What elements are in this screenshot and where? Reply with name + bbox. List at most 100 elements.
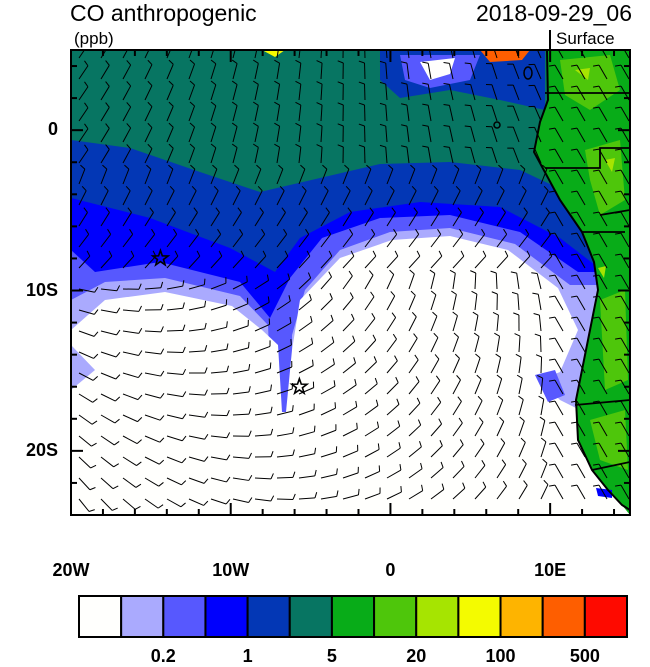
wind-barb xyxy=(254,362,272,374)
wind-barb xyxy=(422,145,432,164)
wind-barb xyxy=(254,473,274,480)
wind-barb xyxy=(538,395,545,416)
wind-barb xyxy=(210,432,231,439)
wind-barb xyxy=(320,185,329,206)
wind-barb xyxy=(210,277,227,290)
wind-barb xyxy=(408,419,422,437)
wind-barb xyxy=(430,332,439,353)
colorbar xyxy=(78,595,628,638)
wind-barb xyxy=(510,271,520,290)
wind-barb xyxy=(122,185,131,206)
wind-barb xyxy=(274,80,281,101)
wind-barb xyxy=(430,354,440,374)
wind-barb xyxy=(495,353,502,374)
wind-barb xyxy=(100,123,110,143)
wind-barb xyxy=(430,375,441,395)
wind-barb xyxy=(254,274,270,290)
wind-barb xyxy=(540,185,549,206)
wind-barb xyxy=(379,81,388,101)
wind-barb xyxy=(254,250,267,269)
wind-barb xyxy=(379,144,388,164)
wind-barb xyxy=(274,101,281,122)
wind-barb xyxy=(430,228,442,248)
wind-barb xyxy=(540,207,550,227)
wind-barb xyxy=(232,250,245,269)
wind-barb xyxy=(570,442,586,458)
wind-barb xyxy=(320,271,333,290)
wind-barb xyxy=(548,253,564,269)
wind-barb xyxy=(254,495,275,502)
wind-barb xyxy=(122,477,142,488)
wind-barb xyxy=(570,316,586,332)
wind-barb xyxy=(210,228,222,248)
colorbar-label: 20 xyxy=(406,646,427,666)
wind-barb xyxy=(276,471,296,479)
wind-barb xyxy=(100,372,121,380)
wind-barb xyxy=(210,498,231,505)
wind-barb xyxy=(166,207,176,227)
wind-barb xyxy=(534,333,542,353)
wind-barb xyxy=(144,414,165,421)
wind-barb xyxy=(298,381,315,395)
wind-barb xyxy=(276,207,286,227)
wind-barb xyxy=(614,232,630,248)
wind-barb xyxy=(295,101,302,122)
wind-barb xyxy=(540,437,547,458)
wind-barb xyxy=(78,456,97,469)
y-tick-label: 0 xyxy=(47,119,58,140)
wind-barb xyxy=(253,101,259,122)
wind-barb xyxy=(358,123,366,143)
wind-barb xyxy=(100,144,110,164)
markers xyxy=(150,248,310,396)
wind-barb xyxy=(386,398,400,416)
wind-barb xyxy=(295,143,302,164)
wind-barb xyxy=(320,468,338,479)
wind-barb xyxy=(518,437,526,458)
wind-barb xyxy=(485,63,498,80)
wind-barb xyxy=(528,105,542,122)
wind-barb xyxy=(276,228,288,248)
wind-barb xyxy=(408,484,424,500)
wind-barb xyxy=(518,164,526,185)
wind-barb xyxy=(494,332,501,353)
wind-barb xyxy=(570,421,586,437)
wind-barb xyxy=(364,270,374,290)
wind-barb xyxy=(496,164,504,185)
wind-barb xyxy=(320,164,328,185)
wind-barb xyxy=(122,498,141,510)
wind-barb xyxy=(298,207,308,227)
wind-barb xyxy=(496,185,505,206)
wind-barb xyxy=(485,126,498,143)
wind-barb xyxy=(614,316,630,332)
colorbar-swatch xyxy=(120,595,165,638)
wind-barb xyxy=(358,144,366,164)
wind-barb xyxy=(474,374,482,395)
level-label: Surface xyxy=(556,29,615,48)
wind-barb xyxy=(166,413,187,420)
colorbar-swatch xyxy=(246,595,291,638)
wind-barb xyxy=(452,353,460,374)
wind-barb xyxy=(298,228,310,248)
wind-barb xyxy=(464,146,476,164)
wind-barb xyxy=(548,169,564,185)
wind-barb xyxy=(452,460,465,479)
colorbar-label: 100 xyxy=(485,646,516,666)
wind-barb xyxy=(166,143,174,164)
wind-barb xyxy=(100,351,121,358)
wind-barb xyxy=(122,414,143,423)
wind-barb xyxy=(386,291,396,311)
wind-barb xyxy=(320,228,332,248)
wind-barb xyxy=(430,185,439,206)
wind-barb xyxy=(78,498,95,512)
wind-barb xyxy=(231,101,238,122)
wind-barb xyxy=(253,59,259,80)
wind-barb xyxy=(210,299,228,311)
wind-barb xyxy=(188,477,209,484)
wind-barb xyxy=(592,358,608,374)
wind-barb xyxy=(232,452,252,459)
wind-barb xyxy=(592,127,608,143)
wind-barb xyxy=(320,358,335,374)
wind-barb xyxy=(451,290,457,311)
wind-barb xyxy=(122,123,132,143)
wind-barb xyxy=(452,207,462,227)
